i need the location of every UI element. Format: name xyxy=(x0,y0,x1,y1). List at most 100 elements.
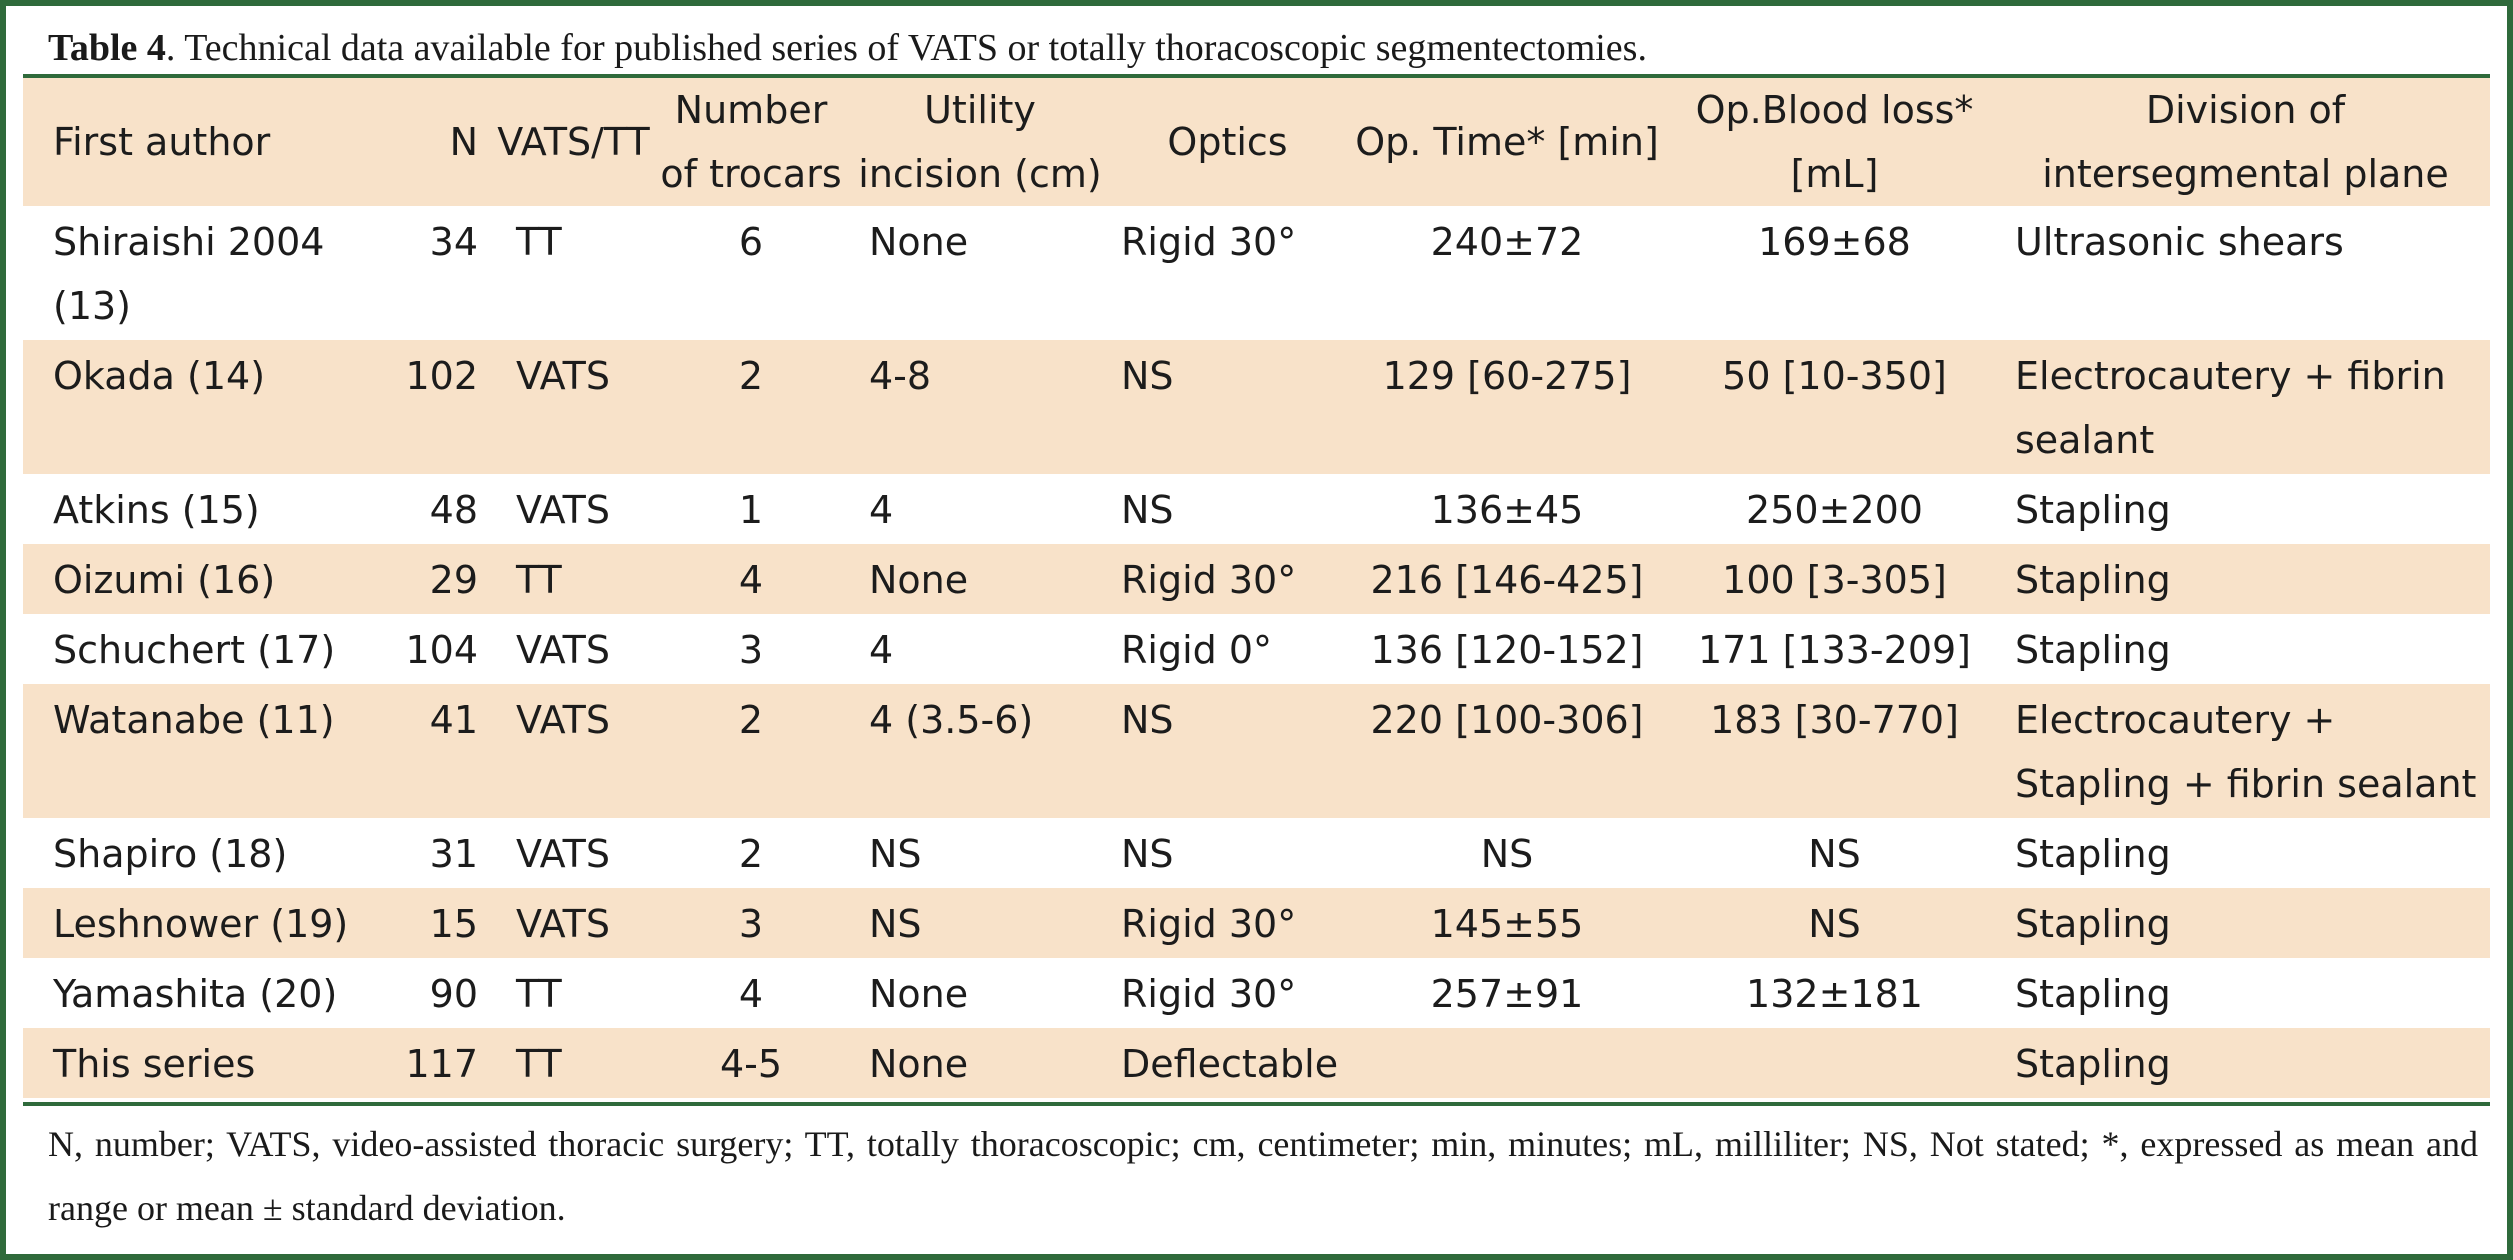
cell-division: Ultrasonic shears xyxy=(2015,220,2344,264)
cell-optics: NS xyxy=(1121,832,1174,876)
cell-blood-loss: 183 [30-770] xyxy=(1710,698,1959,742)
table-caption: Table 4. Technical data available for pu… xyxy=(48,20,1647,76)
cell-utility-incision: NS xyxy=(869,902,922,946)
cell-division: Stapling xyxy=(2015,558,2171,602)
header-first-author: First author xyxy=(53,120,271,164)
cell-optics: Rigid 0° xyxy=(1121,628,1273,672)
table-row: Schuchert (17) 104 VATS 3 4 Rigid 0° 136 [120-… xyxy=(23,614,2490,684)
cell-trocars: 3 xyxy=(738,902,764,946)
cell-blood-loss: 100 [3-305] xyxy=(1722,558,1947,602)
cell-op-time: 145±55 xyxy=(1430,902,1584,946)
cell-vats-tt: VATS xyxy=(516,902,610,946)
cell-vats-tt: VATS xyxy=(516,354,610,398)
cell-vats-tt: VATS xyxy=(516,488,610,532)
cell-blood-loss: 250±200 xyxy=(1746,488,1923,532)
cell-trocars: 1 xyxy=(738,488,764,532)
cell-division: Stapling xyxy=(2015,902,2171,946)
table-body: Shiraishi 2004 (13) 34 TT 6 None Rigid 30° 240… xyxy=(23,206,2490,1098)
table-row: Yamashita (20) 90 TT 4 None Rigid 30° 257±91 13… xyxy=(23,958,2490,1028)
table-label: Table 4 xyxy=(48,27,166,69)
cell-n: 102 xyxy=(405,354,478,398)
table-row: Atkins (15) 48 VATS 1 4 NS 136±45 250±200 Stapli… xyxy=(23,474,2490,544)
cell-n: 31 xyxy=(429,832,478,876)
cell-trocars: 2 xyxy=(738,832,764,876)
cell-optics: NS xyxy=(1121,698,1174,742)
cell-op-time: 220 [100-306] xyxy=(1370,698,1644,742)
top-rule xyxy=(23,74,2490,78)
cell-op-time: 136 [120-152] xyxy=(1370,628,1644,672)
cell-first-author: Leshnower (19) xyxy=(53,902,349,946)
cell-utility-incision: 4 xyxy=(869,488,894,532)
cell-blood-loss: NS xyxy=(1808,832,1861,876)
cell-blood-loss: 50 [10-350] xyxy=(1722,354,1947,398)
cell-n: 29 xyxy=(429,558,478,602)
cell-blood-loss xyxy=(1668,1028,2001,1098)
cell-n: 104 xyxy=(405,628,478,672)
table-row: Watanabe (11) 41 VATS 2 4 (3.5-6) NS 220 [100-… xyxy=(23,684,2490,818)
cell-vats-tt: TT xyxy=(516,1042,562,1086)
cell-division: Stapling xyxy=(2015,832,2171,876)
cell-optics: Rigid 30° xyxy=(1121,220,1297,264)
cell-vats-tt: TT xyxy=(516,972,562,1016)
cell-first-author: Oizumi (16) xyxy=(53,558,276,602)
table-row: This series 117 TT 4-5 None Deflectable Stapli… xyxy=(23,1028,2490,1098)
cell-n: 34 xyxy=(429,220,478,264)
cell-first-author: Yamashita (20) xyxy=(53,972,338,1016)
header-vats-tt: VATS/TT xyxy=(497,120,650,164)
cell-utility-incision: 4 xyxy=(869,628,894,672)
cell-trocars: 6 xyxy=(738,220,764,264)
cell-optics: NS xyxy=(1121,354,1174,398)
cell-n: 117 xyxy=(405,1042,478,1086)
cell-first-author: This series xyxy=(53,1042,256,1086)
cell-utility-incision: None xyxy=(869,558,969,602)
cell-trocars: 4-5 xyxy=(719,1042,783,1086)
cell-division: Stapling xyxy=(2015,1042,2171,1086)
cell-utility-incision: NS xyxy=(869,832,922,876)
cell-op-time: 240±72 xyxy=(1430,220,1584,264)
header-blood-loss: Op.Blood loss* [mL] xyxy=(1695,88,1974,196)
bottom-rule xyxy=(23,1102,2490,1106)
cell-op-time: 129 [60-275] xyxy=(1382,354,1632,398)
cell-utility-incision: 4-8 xyxy=(869,354,932,398)
cell-vats-tt: TT xyxy=(516,558,562,602)
cell-trocars: 2 xyxy=(738,354,764,398)
cell-vats-tt: VATS xyxy=(516,832,610,876)
cell-n: 48 xyxy=(429,488,478,532)
cell-optics: Rigid 30° xyxy=(1121,558,1297,602)
cell-first-author: Okada (14) xyxy=(53,354,266,398)
cell-vats-tt: TT xyxy=(516,220,562,264)
header-utility-incision: Utility incision (cm) xyxy=(858,88,1102,196)
cell-op-time: NS xyxy=(1480,832,1534,876)
cell-n: 41 xyxy=(429,698,478,742)
cell-optics: Rigid 30° xyxy=(1121,972,1297,1016)
cell-trocars: 2 xyxy=(738,698,764,742)
cell-first-author: Schuchert (17) xyxy=(53,628,336,672)
cell-first-author: Shiraishi 2004 (13) xyxy=(53,220,325,328)
cell-utility-incision: 4 (3.5-6) xyxy=(869,698,1034,742)
table-row: Leshnower (19) 15 VATS 3 NS Rigid 30° 145±55 NS… xyxy=(23,888,2490,958)
cell-blood-loss: NS xyxy=(1808,902,1861,946)
cell-blood-loss: 171 [133-209] xyxy=(1697,628,1972,672)
cell-division: Stapling xyxy=(2015,628,2171,672)
cell-utility-incision: None xyxy=(869,972,969,1016)
data-table: First author N VATS/TT Number of trocars… xyxy=(23,78,2490,1098)
cell-division: Stapling xyxy=(2015,488,2171,532)
cell-blood-loss: 132±181 xyxy=(1746,972,1923,1016)
cell-division: Electrocautery + Stapling + fibrin seala… xyxy=(2015,698,2477,806)
table-footnote: N, number; VATS, video-assisted thoracic… xyxy=(48,1124,2478,1228)
cell-division: Electrocautery + fibrin sealant xyxy=(2015,354,2446,462)
cell-trocars: 3 xyxy=(738,628,764,672)
cell-n: 15 xyxy=(429,902,478,946)
cell-first-author: Atkins (15) xyxy=(53,488,260,532)
table-row: Oizumi (16) 29 TT 4 None Rigid 30° 216 [146-42… xyxy=(23,544,2490,614)
cell-op-time: 216 [146-425] xyxy=(1370,558,1644,602)
cell-optics: NS xyxy=(1121,488,1174,532)
cell-division: Stapling xyxy=(2015,972,2171,1016)
cell-optics: Deflectable xyxy=(1121,1042,1339,1086)
cell-op-time: 257±91 xyxy=(1430,972,1584,1016)
table-row: Shiraishi 2004 (13) 34 TT 6 None Rigid 30° 240… xyxy=(23,206,2490,340)
cell-n: 90 xyxy=(429,972,478,1016)
cell-optics: Rigid 30° xyxy=(1121,902,1297,946)
table-caption-text: . Technical data available for published… xyxy=(165,27,1647,69)
